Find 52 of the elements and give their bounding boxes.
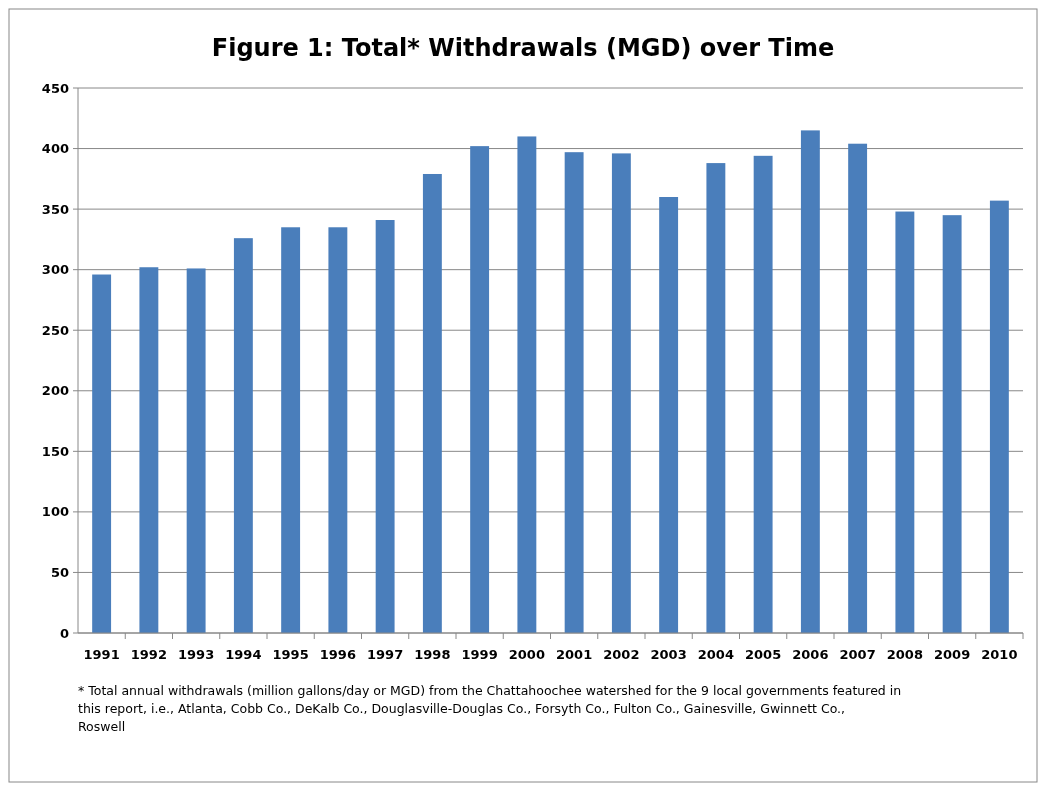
y-tick-label: 250 [41,322,69,338]
x-tick-label: 2002 [603,647,640,662]
bar [517,136,537,633]
bar [470,146,490,633]
bar [706,163,726,633]
bar [895,211,915,633]
y-tick-label: 300 [41,262,69,278]
bar [92,274,112,633]
y-tick-label: 100 [41,504,69,520]
y-tick-label: 200 [41,383,69,399]
bar [564,152,584,633]
x-tick-label: 2010 [981,647,1018,662]
x-tick-label: 1994 [225,647,262,662]
bar [375,220,395,633]
x-tick-label: 1997 [367,647,404,662]
y-tick-label: 400 [41,141,69,157]
bar [848,143,868,633]
x-tick-label: 1999 [461,647,498,662]
y-tick-label: 150 [41,443,69,459]
x-tick-label: 1996 [319,647,356,662]
bar [233,238,253,633]
bar [328,227,348,633]
chart-title: Figure 1: Total* Withdrawals (MGD) over Time [211,34,835,62]
x-tick-label: 2008 [886,647,923,662]
x-tick-label: 2004 [697,647,734,662]
x-tick-label: 1995 [272,647,309,662]
bar [989,200,1009,633]
bar [422,173,442,633]
bar [659,197,679,633]
bar [800,130,820,633]
x-tick-label: 2009 [934,647,971,662]
text: * Total annual withdrawals (million gallons/day or MGD) from the Chattahoochee watershed for the 9 local governments featured in this report, i.e., Atlanta, Cobb Co., DeKalb Co., Douglasville-Douglas Co., Forsyth Co., Fulton Co., Gainesville, Gwinnett Co., Roswell [78,683,906,734]
x-tick-label: 2003 [650,647,687,662]
y-tick-label: 0 [59,625,69,641]
x-tick-label: 1998 [414,647,451,662]
bar [611,153,631,633]
bar [753,155,773,633]
y-tick-label: 350 [41,201,69,217]
x-tick-label: 2006 [792,647,829,662]
x-tick-label: 2000 [508,647,545,662]
x-tick-label: 2001 [556,647,593,662]
bar [139,267,159,633]
bar [942,215,962,633]
x-tick-label: 1993 [178,647,215,662]
y-tick-label: 450 [41,80,69,96]
bar [281,227,301,633]
x-tick-label: 2005 [745,647,782,662]
bar [186,268,206,633]
x-tick-label: 1991 [83,647,120,662]
y-tick-label: 50 [50,564,69,580]
x-tick-label: 2007 [839,647,876,662]
x-tick-label: 1992 [130,647,167,662]
